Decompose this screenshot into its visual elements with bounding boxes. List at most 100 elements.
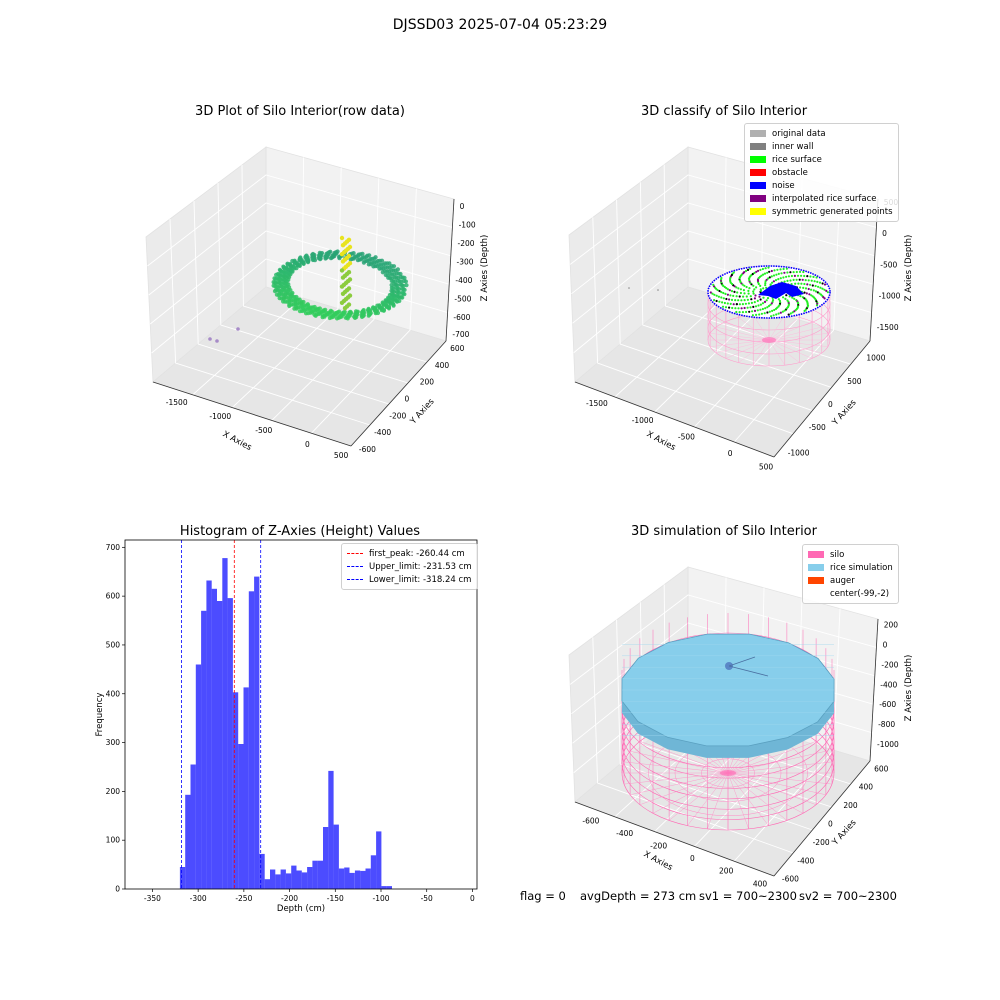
classify-point <box>815 276 818 279</box>
classify-point <box>744 302 748 305</box>
legend-label: noise <box>772 180 795 191</box>
legend-entry: symmetric generated points <box>750 205 893 218</box>
classify-point <box>770 275 773 278</box>
classify-point <box>739 291 743 295</box>
classify-point <box>742 289 746 292</box>
classify-point <box>730 273 734 277</box>
raw-point <box>284 278 289 283</box>
histogram-y-tick-label: 200 <box>106 787 121 796</box>
histogram-x-tick-label: 0 <box>470 894 475 903</box>
sim-x-tick-label: -400 <box>616 829 633 838</box>
raw-y-tick-label: -200 <box>389 411 406 420</box>
classify-point <box>795 270 798 274</box>
raw-point <box>303 255 308 260</box>
classify-point <box>725 297 728 301</box>
classify-point <box>767 277 770 280</box>
raw-z-tick-label: -600 <box>453 313 470 322</box>
classify-point <box>773 308 776 312</box>
classify-point <box>763 300 767 303</box>
histogram-bar <box>211 588 217 889</box>
classify-point <box>781 310 784 313</box>
classify-point <box>809 283 812 286</box>
raw-point <box>368 257 373 262</box>
raw-point <box>355 258 360 263</box>
classify-point <box>751 314 755 317</box>
raw-point <box>274 272 279 277</box>
classify-point <box>730 290 734 293</box>
classify-point <box>767 304 771 308</box>
classify-point <box>764 284 767 287</box>
histogram-y-tick-label: 300 <box>106 738 121 747</box>
raw-point <box>377 266 382 271</box>
classify-original-point <box>628 287 630 289</box>
sim-z-tick-label: -400 <box>880 680 897 689</box>
classify-point <box>753 309 757 312</box>
raw-point <box>315 308 320 313</box>
sim-x-tick-label: 0 <box>690 854 695 863</box>
classify-point <box>720 291 723 294</box>
classify-point <box>709 291 712 294</box>
classify-floor-spoke <box>753 314 770 341</box>
classify-point <box>749 267 752 270</box>
classify-point <box>742 295 745 298</box>
classify-point <box>754 294 757 297</box>
classify-point <box>813 280 816 283</box>
raw-point <box>284 271 289 276</box>
classify-plot-title: 3D classify of Silo Interior <box>640 104 808 119</box>
classify-point <box>740 307 743 310</box>
classify-floor-spoke <box>768 339 822 354</box>
classify-floor-spoke <box>768 314 785 341</box>
classify-point <box>814 290 818 293</box>
raw-point <box>280 270 285 275</box>
classify-point <box>821 282 824 285</box>
histogram-bar <box>206 580 212 889</box>
classify-point <box>740 299 743 302</box>
classify-point <box>717 295 721 298</box>
classify-point <box>731 306 734 310</box>
classify-point <box>811 284 814 287</box>
histogram-bar <box>312 860 318 889</box>
raw-point <box>332 250 337 255</box>
sim-center-marker <box>720 770 736 776</box>
raw-grid-y <box>169 218 371 426</box>
classify-point <box>779 277 782 280</box>
classify-point <box>748 287 751 290</box>
raw-point <box>278 274 284 279</box>
classify-point <box>744 269 748 273</box>
classify-grid-y <box>639 182 832 388</box>
raw-y-axis-label: Y Axies <box>408 396 437 427</box>
raw-peak-point <box>342 306 348 311</box>
classify-point <box>779 311 782 314</box>
classify-point <box>810 279 813 282</box>
raw-point <box>300 305 305 310</box>
raw-point <box>329 309 335 314</box>
classify-point <box>772 314 775 317</box>
sim-x-tick-label: 200 <box>719 867 734 876</box>
classify-point <box>735 303 739 306</box>
legend-label: silo <box>830 549 845 560</box>
histogram-bar <box>217 601 223 889</box>
histogram-x-tick-label: -300 <box>190 894 207 903</box>
raw-peak-point <box>339 300 345 305</box>
classify-grid-z <box>571 202 875 295</box>
histogram-bar <box>354 870 361 889</box>
histogram-legend: first_peak: -260.44 cm Upper_limit: -231.… <box>341 543 478 590</box>
classify-point <box>806 283 809 286</box>
raw-grid-z <box>147 174 453 267</box>
raw-y-tick-label: -400 <box>374 428 391 437</box>
classify-original-point <box>657 289 659 291</box>
classify-point <box>738 303 742 306</box>
raw-z-axis-line <box>445 198 455 342</box>
histogram-bar <box>317 860 323 889</box>
classify-floor-spoke <box>738 339 770 363</box>
raw-point <box>307 306 312 311</box>
raw-point <box>334 312 339 317</box>
raw-point <box>393 297 398 302</box>
classify-point <box>724 292 727 295</box>
sv1-readout: sv1 = 700~2300 <box>699 889 797 903</box>
classify-point <box>786 271 789 274</box>
classify-point <box>715 299 718 303</box>
classify-point <box>797 282 800 285</box>
raw-outlier-point <box>215 339 219 343</box>
classify-point <box>758 295 761 298</box>
